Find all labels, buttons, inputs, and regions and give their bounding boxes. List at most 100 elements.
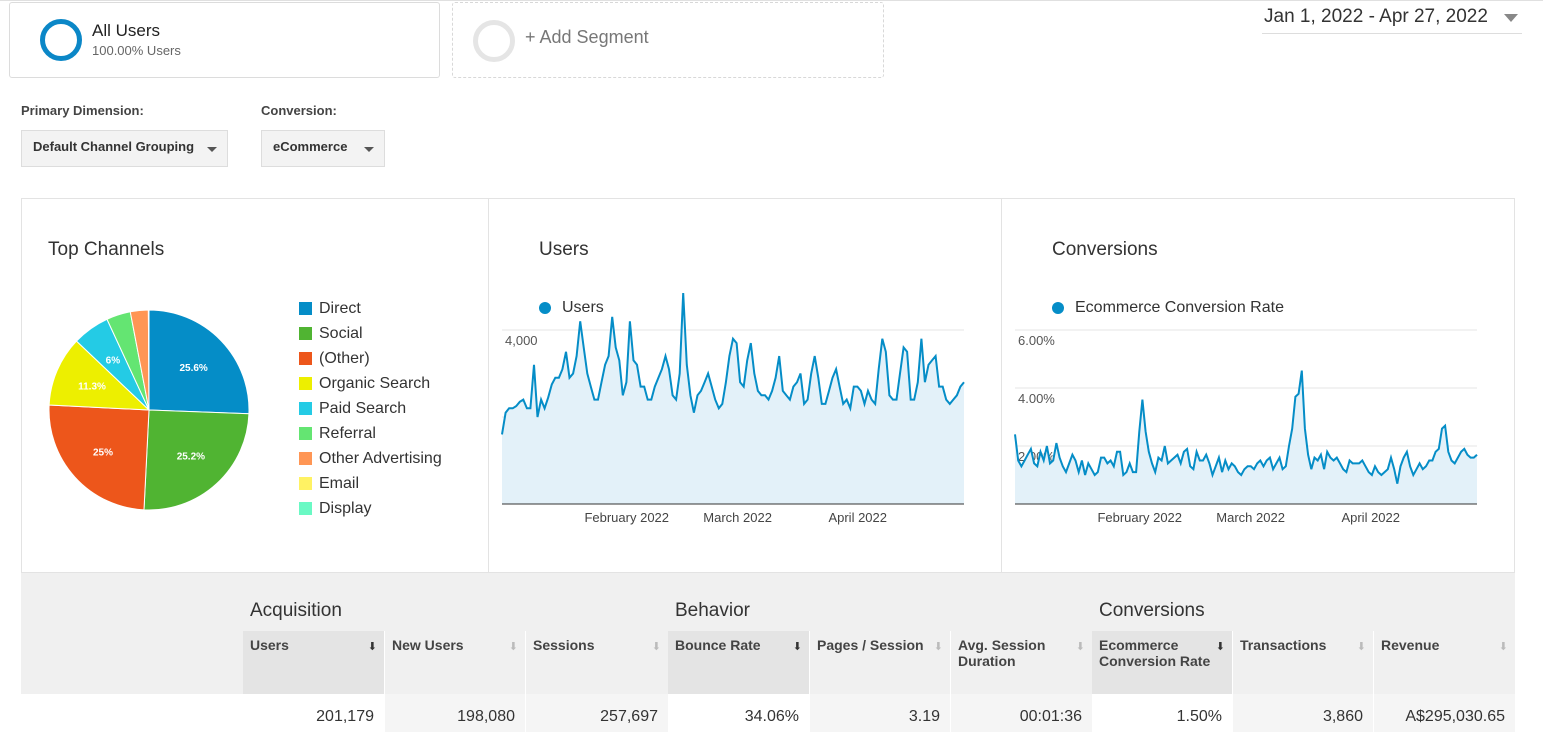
pie-label-paid-search: 6% (106, 356, 121, 367)
top-channels-title: Top Channels (48, 239, 165, 260)
legend-label: (Other) (319, 349, 370, 367)
total-users: 201,179 (316, 708, 374, 725)
conversions-title: Conversions (1052, 239, 1158, 260)
column-header-pages-session[interactable]: Pages / Session ⬇ (810, 631, 950, 694)
column-header-users[interactable]: Users ⬇ (243, 631, 384, 694)
pie-slice-organic-search[interactable] (48, 340, 151, 411)
users-x-tick: February 2022 (584, 510, 669, 525)
group-behavior: Behavior (668, 573, 1092, 631)
column-header-avg-session-duration[interactable]: Avg. Session Duration ⬇ (951, 631, 1092, 694)
column-header-new-users[interactable]: New Users ⬇ (385, 631, 525, 694)
users-series-line[interactable] (501, 292, 965, 435)
sort-arrow-icon: ⬇ (651, 641, 661, 653)
column-header-revenue[interactable]: Revenue ⬇ (1374, 631, 1515, 694)
sort-arrow-icon: ⬇ (1215, 641, 1225, 653)
total-avg-session-duration: 00:01:36 (951, 694, 1092, 732)
legend-swatch (299, 377, 312, 390)
legend-swatch (299, 327, 312, 340)
total-bounce-rate: 34.06% (744, 708, 799, 725)
table-corner (21, 573, 243, 694)
total-revenue: A$295,030.65 (1374, 694, 1515, 732)
total-new-users: 198,080 (385, 694, 525, 732)
series-dot-icon (1052, 302, 1064, 314)
segment-title: All Users (92, 21, 161, 40)
chevron-down-icon (364, 147, 374, 152)
legend-label: Display (319, 499, 372, 517)
users-x-tick: March 2022 (703, 510, 772, 525)
primary-dimension-label: Primary Dimension: (21, 103, 144, 118)
users-series-label: Users (562, 299, 604, 316)
users-y-tick: 4,000 (505, 333, 538, 348)
column-header-sessions[interactable]: Sessions ⬇ (526, 631, 668, 694)
top-channels-panel: Top Channels 25.6% 25.2% 25% 11.3% 6% Direct… (21, 198, 489, 573)
pie-slice-direct[interactable] (148, 309, 250, 415)
legend-item-referral[interactable]: Referral (299, 421, 442, 446)
conversions-x-tick: April 2022 (1341, 510, 1400, 525)
legend-label: Other Advertising (319, 449, 442, 467)
conversion-dropdown[interactable]: eCommerce (261, 130, 385, 167)
column-header-bounce-rate[interactable]: Bounce Rate ⬇ (668, 631, 809, 694)
date-range-text: Jan 1, 2022 - Apr 27, 2022 (1264, 6, 1488, 27)
sort-arrow-icon: ⬇ (792, 641, 802, 653)
legend-swatch (299, 502, 312, 515)
column-label: Ecommerce Conversion Rate (1099, 637, 1211, 669)
primary-dimension-dropdown[interactable]: Default Channel Grouping (21, 130, 228, 167)
conversions-x-tick: March 2022 (1216, 510, 1285, 525)
column-label: Pages / Session (817, 637, 924, 653)
conversions-series-legend: Ecommerce Conversion Rate (1052, 299, 1284, 317)
conversions-series-line[interactable] (1014, 370, 1478, 484)
legend-item-email[interactable]: Email (299, 471, 442, 496)
column-label: Revenue (1381, 637, 1440, 653)
legend-item-display[interactable]: Display (299, 496, 442, 521)
legend-item-organic-search[interactable]: Organic Search (299, 371, 442, 396)
legend-label: Referral (319, 424, 376, 442)
pie-slice-other[interactable] (48, 404, 150, 511)
legend-swatch (299, 452, 312, 465)
column-header-ecommerce-conversion-rate[interactable]: Ecommerce Conversion Rate ⬇ (1092, 631, 1232, 694)
group-conversions: Conversions (1092, 573, 1515, 631)
legend-label: Email (319, 474, 360, 492)
column-label: New Users (392, 637, 464, 653)
legend-swatch (299, 352, 312, 365)
legend-item-other[interactable]: (Other) (299, 346, 442, 371)
add-segment-label: + Add Segment (525, 27, 649, 47)
pie-slice-social[interactable] (143, 409, 250, 511)
total-transactions: 3,860 (1233, 694, 1373, 732)
pie-label-organic-search: 11.3% (78, 382, 106, 393)
add-segment-button[interactable]: + Add Segment (452, 2, 884, 78)
legend-item-direct[interactable]: Direct (299, 296, 442, 321)
conversions-line-chart: 6.00%4.00%2.00%February 2022 March 2022 Ap… (1014, 329, 1478, 525)
legend-swatch (299, 302, 312, 315)
date-range-picker[interactable]: Jan 1, 2022 - Apr 27, 2022 (1262, 6, 1522, 34)
sort-arrow-icon: ⬇ (1075, 641, 1085, 653)
sort-arrow-icon: ⬇ (1356, 641, 1366, 653)
column-header-transactions[interactable]: Transactions ⬇ (1233, 631, 1373, 694)
sort-arrow-icon: ⬇ (1498, 641, 1508, 653)
group-acquisition: Acquisition (243, 573, 668, 631)
add-segment-ring-icon (473, 20, 515, 62)
users-area-fill (502, 293, 964, 504)
total-sessions: 257,697 (526, 694, 668, 732)
series-dot-icon (539, 302, 551, 314)
legend-label: Social (319, 324, 363, 342)
column-label: Users (250, 637, 289, 653)
pie-label-social: 25.2% (177, 452, 205, 463)
sort-arrow-icon: ⬇ (933, 641, 943, 653)
legend-item-social[interactable]: Social (299, 321, 442, 346)
legend-item-paid-search[interactable]: Paid Search (299, 396, 442, 421)
total-ecommerce-conversion-rate: 1.50% (1176, 708, 1222, 725)
legend-item-other-advertising[interactable]: Other Advertising (299, 446, 442, 471)
conversions-x-tick: February 2022 (1097, 510, 1182, 525)
conversion-value: eCommerce (273, 139, 348, 154)
sort-arrow-icon: ⬇ (508, 641, 518, 653)
legend-label: Paid Search (319, 399, 407, 417)
conversions-series-label: Ecommerce Conversion Rate (1075, 299, 1284, 316)
segment-all-users[interactable]: All Users 100.00% Users (9, 2, 440, 78)
pie-label-direct: 25.6% (179, 363, 207, 374)
conversions-y-tick: 6.00% (1018, 333, 1055, 348)
segment-ring-icon (40, 19, 82, 61)
segment-subtitle: 100.00% Users (92, 43, 181, 58)
pie-label-other: 25% (93, 448, 113, 459)
column-label: Bounce Rate (675, 637, 761, 653)
